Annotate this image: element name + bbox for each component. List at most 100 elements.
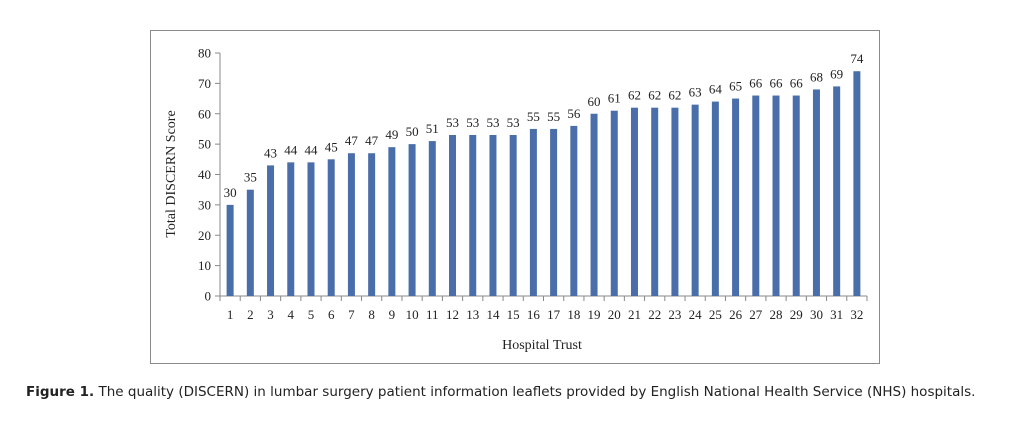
- data-label: 74: [850, 51, 864, 66]
- data-label: 66: [749, 76, 763, 91]
- y-tick-label: 10: [198, 258, 211, 273]
- x-tick-label: 19: [588, 307, 601, 322]
- y-tick-label: 0: [205, 289, 212, 304]
- bar: [246, 189, 254, 296]
- data-label: 35: [244, 170, 257, 185]
- data-label: 53: [446, 115, 459, 130]
- bar: [388, 147, 396, 296]
- data-label: 60: [588, 94, 601, 109]
- x-tick-label: 1: [227, 307, 234, 322]
- bar: [853, 71, 861, 296]
- x-tick-label: 11: [426, 307, 439, 322]
- data-label: 53: [507, 115, 520, 130]
- bar: [732, 98, 740, 296]
- bar: [408, 144, 416, 296]
- data-label: 53: [486, 115, 499, 130]
- data-label: 44: [304, 142, 318, 157]
- x-tick-label: 31: [830, 307, 843, 322]
- data-label: 64: [709, 82, 723, 97]
- data-label: 62: [628, 88, 641, 103]
- x-tick-label: 25: [709, 307, 722, 322]
- bar: [651, 107, 659, 296]
- data-label: 30: [224, 185, 237, 200]
- bar: [812, 89, 820, 296]
- data-label: 62: [668, 88, 681, 103]
- bar: [711, 101, 719, 296]
- x-tick-label: 29: [790, 307, 803, 322]
- data-labels: 30 35 43 44 44 45 47 47 49 50 51 53 53 53 53 55 55 56 60 61…: [224, 51, 864, 200]
- x-tick-label: 22: [648, 307, 661, 322]
- x-tick-label: 24: [689, 307, 703, 322]
- data-label: 66: [770, 76, 784, 91]
- bar: [368, 153, 376, 296]
- x-tick-label: 8: [368, 307, 375, 322]
- data-label: 44: [284, 142, 298, 157]
- x-tick-label: 32: [850, 307, 863, 322]
- bar: [509, 135, 517, 296]
- bar: [570, 125, 578, 297]
- data-label: 43: [264, 145, 277, 160]
- data-label: 45: [325, 139, 338, 154]
- x-tick-label: 28: [770, 307, 783, 322]
- data-label: 63: [689, 85, 702, 100]
- x-tick-label: 3: [267, 307, 274, 322]
- bar: [307, 162, 315, 296]
- data-label: 65: [729, 79, 742, 94]
- data-label: 55: [527, 109, 540, 124]
- x-axis-title: Hospital Trust: [502, 338, 582, 353]
- x-tick-label: 14: [486, 307, 500, 322]
- data-label: 47: [365, 133, 379, 148]
- x-tick-label: 12: [446, 307, 459, 322]
- data-label: 49: [385, 127, 398, 142]
- bar: [671, 107, 679, 296]
- bar: [529, 128, 537, 296]
- x-tick-label: 13: [466, 307, 479, 322]
- bar: [226, 204, 234, 296]
- data-label: 61: [608, 91, 621, 106]
- y-tick-label: 50: [198, 137, 211, 152]
- y-tick-label: 80: [198, 46, 211, 61]
- data-label: 50: [406, 124, 419, 139]
- bar: [287, 162, 295, 296]
- data-label: 62: [648, 88, 661, 103]
- y-tick-label: 40: [198, 167, 211, 182]
- bar: [590, 113, 598, 296]
- y-tick-label: 20: [198, 228, 211, 243]
- y-tick-label: 60: [198, 106, 211, 121]
- data-label: 55: [547, 109, 560, 124]
- data-label: 69: [830, 66, 843, 81]
- bar: [489, 135, 497, 296]
- x-tick-label: 4: [288, 307, 295, 322]
- caption-text: The quality (DISCERN) in lumbar surgery …: [98, 384, 976, 400]
- bar: [833, 86, 841, 296]
- x-tick-label: 9: [389, 307, 396, 322]
- bar: [347, 153, 355, 296]
- x-tick-label: 7: [348, 307, 355, 322]
- caption-label: Figure 1.: [26, 384, 95, 400]
- bar: [550, 128, 558, 296]
- x-tick-label: 26: [729, 307, 743, 322]
- x-tick-label: 17: [547, 307, 561, 322]
- y-tick-label: 70: [198, 76, 211, 91]
- data-label: 53: [466, 115, 479, 130]
- y-tick-label: 30: [198, 197, 211, 212]
- bar: [610, 110, 618, 297]
- data-label: 68: [810, 69, 823, 84]
- bar: [449, 135, 457, 296]
- bar-series: [226, 71, 861, 297]
- data-label: 66: [790, 76, 804, 91]
- bar: [792, 95, 800, 297]
- x-tick-label: 10: [406, 307, 419, 322]
- bar: [691, 104, 699, 296]
- data-label: 56: [567, 106, 581, 121]
- x-tick-label: 21: [628, 307, 641, 322]
- bar: [772, 95, 780, 297]
- chart-frame: 0 10 20 30 40 50 60 70 80 1 2 3 4 5 6 7 8 9 10 11 12 13 14 15 16…: [150, 30, 880, 364]
- bar: [267, 165, 275, 296]
- x-tick-label: 15: [507, 307, 520, 322]
- x-tick-label: 20: [608, 307, 621, 322]
- y-axis-title: Total DISCERN Score: [164, 110, 179, 237]
- x-tick-label: 16: [527, 307, 541, 322]
